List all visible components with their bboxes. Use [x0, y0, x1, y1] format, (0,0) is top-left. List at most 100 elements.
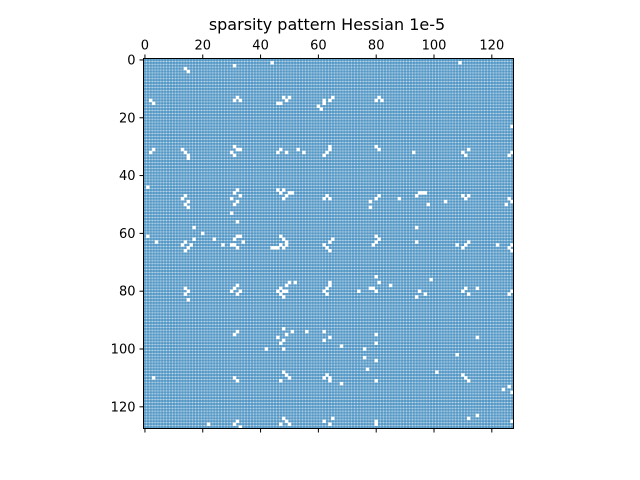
zero-entry — [281, 246, 286, 250]
zero-entry — [281, 327, 286, 331]
zero-entry — [466, 379, 471, 383]
marker-col-band — [340, 58, 343, 429]
zero-entry — [192, 225, 196, 230]
zero-entry — [374, 358, 378, 363]
zero-entry — [186, 153, 191, 158]
marker-row-band — [143, 58, 514, 62]
marker-col-band — [461, 58, 465, 429]
marker-row-band — [143, 298, 514, 301]
marker-row-band — [143, 165, 514, 168]
x-tick-label: 60 — [310, 39, 327, 54]
marker-row-band — [143, 174, 514, 177]
zero-entry — [146, 234, 150, 239]
marker-row-band — [143, 417, 514, 420]
zero-entry — [362, 347, 367, 351]
marker-row-band — [143, 394, 514, 397]
marker-row-band — [143, 345, 514, 348]
marker-col-band — [450, 58, 453, 429]
zero-entry — [331, 237, 335, 241]
zero-entry — [322, 98, 326, 103]
marker-col-band — [409, 58, 412, 429]
zero-entry — [426, 202, 430, 207]
marker-row-band — [143, 214, 514, 218]
marker-row-band — [143, 408, 514, 411]
zero-entry — [235, 95, 240, 100]
marker-row-band — [143, 324, 514, 327]
zero-entry — [284, 98, 289, 103]
zero-entry — [322, 376, 326, 380]
zero-entry — [235, 379, 240, 383]
zero-entry — [284, 194, 289, 198]
marker-col-band — [395, 58, 398, 429]
zero-entry — [281, 289, 286, 293]
zero-entry — [186, 69, 191, 74]
zero-entry — [414, 225, 419, 230]
marker-row-band — [143, 90, 514, 93]
zero-entry — [328, 379, 332, 383]
marker-col-band — [499, 58, 502, 429]
zero-entry — [420, 191, 425, 195]
marker-col-band — [210, 58, 213, 429]
zero-entry — [365, 367, 370, 371]
zero-entry — [455, 353, 459, 357]
zero-entry — [510, 199, 514, 204]
zero-entry — [374, 332, 378, 337]
zero-entry — [374, 379, 378, 383]
marker-row-band — [143, 107, 514, 111]
marker-row-band — [143, 116, 514, 119]
zero-entry — [380, 98, 384, 103]
zero-entry — [232, 243, 237, 247]
zero-entry — [322, 243, 326, 247]
marker-col-band — [198, 58, 201, 429]
zero-entry — [284, 240, 289, 244]
x-tick-label: 40 — [252, 39, 269, 54]
marker-row-band — [143, 139, 514, 142]
zero-entry — [296, 147, 300, 152]
zero-entry — [183, 292, 188, 296]
marker-row-band — [143, 411, 514, 414]
marker-col-band — [502, 58, 505, 429]
marker-col-band — [282, 58, 285, 429]
zero-entry — [319, 107, 324, 111]
plot-frame — [143, 58, 514, 429]
marker-col-band — [476, 58, 479, 429]
zero-entry — [466, 240, 471, 244]
marker-row-band — [143, 420, 514, 423]
zero-entry — [377, 147, 381, 152]
zero-entry — [232, 191, 237, 195]
zero-entry — [279, 286, 283, 291]
chart-title: sparsity pattern Hessian 1e-5 — [209, 15, 445, 34]
zero-entry — [423, 191, 428, 195]
y-tick-label: 40 — [119, 169, 136, 184]
marker-row-band — [143, 342, 514, 345]
marker-row-band — [143, 212, 514, 215]
marker-col-band — [438, 58, 441, 429]
zero-entry — [374, 196, 378, 201]
marker-col-band — [152, 58, 155, 429]
marker-col-band — [432, 58, 436, 429]
zero-entry — [279, 101, 283, 106]
marker-col-band — [216, 58, 219, 429]
x-tick-label: 0 — [141, 39, 149, 54]
zero-entry — [235, 329, 240, 334]
x-tick-label: 100 — [422, 39, 447, 54]
marker-row-band — [143, 266, 514, 270]
zero-entry — [377, 280, 381, 285]
zero-entry — [284, 150, 289, 155]
marker-row-band — [143, 67, 514, 70]
marker-col-band — [482, 58, 485, 429]
zero-entry — [510, 243, 514, 247]
zero-entry — [322, 196, 326, 201]
zero-entry — [229, 211, 234, 215]
zero-entry — [154, 240, 159, 244]
marker-col-band — [334, 58, 337, 429]
marker-row-band — [143, 64, 514, 67]
marker-col-band — [178, 58, 181, 429]
zero-entry — [183, 66, 188, 71]
zero-entry — [322, 419, 326, 424]
zero-entry — [429, 277, 433, 282]
zero-entry — [148, 98, 153, 103]
marker-col-band — [389, 58, 392, 429]
marker-col-band — [331, 58, 334, 429]
marker-row-band — [143, 368, 514, 371]
